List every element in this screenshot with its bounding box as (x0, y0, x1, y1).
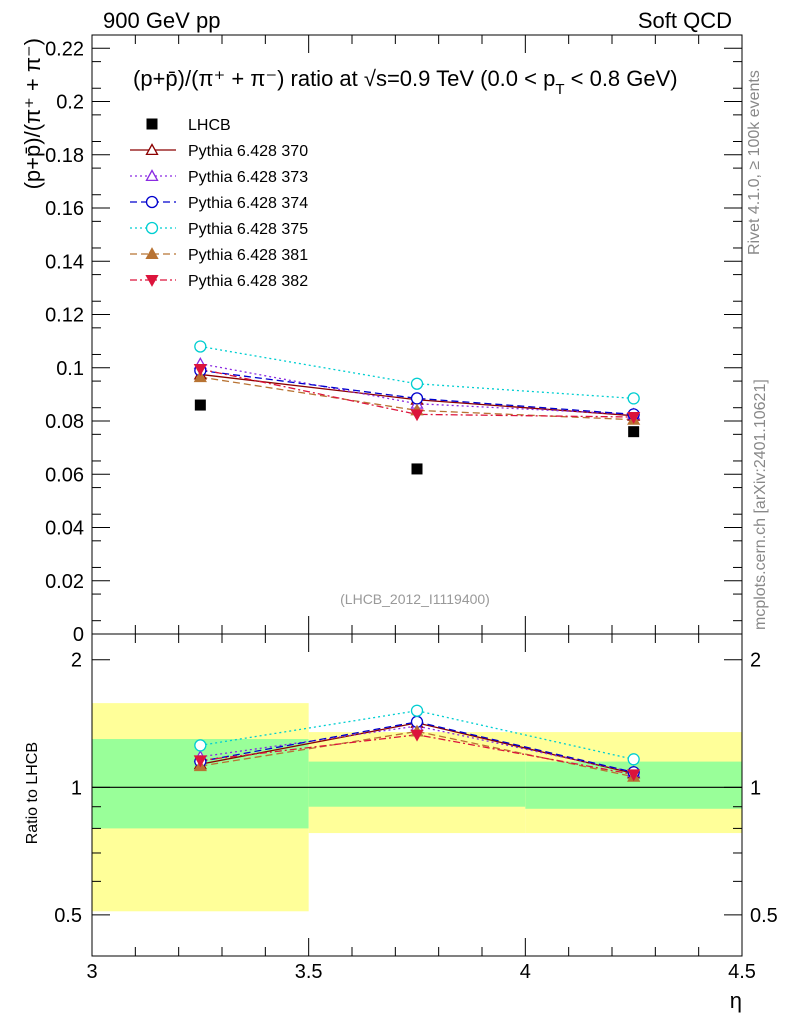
header-right: Soft QCD (638, 8, 732, 33)
main-series-marker (194, 340, 207, 353)
legend-marker (145, 195, 159, 209)
main-y-tick-label: 0.16 (45, 198, 84, 220)
ratio-plot-frame (91, 633, 743, 957)
legend-entry: Pythia 6.428 373 (188, 169, 308, 186)
analysis-id: (LHCB_2012_I1119400) (340, 591, 490, 607)
main-y-tick-label: 0.2 (56, 92, 84, 114)
legend: LHCB Pythia 6.428 370 Pythia 6.428 373 Pyth… (130, 117, 308, 290)
x-axis-label: η (730, 988, 742, 1013)
main-y-tick-label: 0.22 (45, 38, 84, 60)
legend-marker (145, 221, 159, 235)
header-left: 900 GeV pp (103, 8, 220, 33)
main-y-axis-label: (p+p̄)/(π⁺ + π⁻) (20, 38, 45, 189)
ratio-y-tick-label: 2 (71, 650, 82, 672)
ratio-series-marker (194, 739, 207, 752)
legend-marker (146, 118, 158, 130)
ratio-y-tick-label: 0.5 (54, 905, 82, 927)
legend-entry: Pythia 6.428 381 (188, 247, 308, 264)
ratio-series-marker (627, 753, 640, 766)
main-y-tick-label: 0 (73, 624, 84, 646)
legend-entry: Pythia 6.428 374 (188, 195, 308, 212)
main-y-tick-label: 0.06 (45, 464, 84, 486)
ratio-y-tick-label-right: 0.5 (750, 905, 778, 927)
ratio-series-marker (410, 729, 424, 742)
main-series-marker (627, 392, 640, 405)
ratio-axis-ticks: 0.5 0.5 1 1 2 2 (54, 634, 778, 956)
main-y-tick-label: 0.04 (45, 518, 84, 540)
ratio-series-line (200, 725, 634, 773)
main-series-marker (193, 364, 207, 376)
main-y-tick-label: 0.14 (45, 251, 84, 273)
x-tick-label: 4.5 (728, 961, 756, 983)
x-tick-label: 3.5 (295, 961, 323, 983)
ratio-y-tick-label-right: 2 (750, 650, 761, 672)
main-series-marker (410, 409, 424, 422)
main-y-tick-label: 0.08 (45, 411, 84, 433)
ratio-series-marker (410, 704, 424, 717)
main-markers (193, 340, 641, 475)
legend-marker (145, 169, 159, 182)
rivet-label: Rivet 4.1.0, ≥ 100k events (746, 70, 763, 255)
main-y-tick-label: 0.12 (45, 305, 84, 327)
main-panel: 0 0.02 0.04 0.06 0.08 0.1 0.12 0.14 0.16 0.18 0.2 0… (45, 34, 743, 646)
main-y-tick-label: 0.1 (56, 358, 84, 380)
ratio-series-line (200, 734, 634, 776)
legend-marker (145, 143, 159, 156)
ratio-uncertainty-bands (92, 703, 742, 912)
main-series-marker (410, 377, 424, 390)
data-point-marker (194, 399, 206, 411)
chart-title: (p+p̄)/(π⁺ + π⁻) ratio at √s=0.9 TeV (0.… (133, 66, 678, 98)
legend-entry: Pythia 6.428 375 (188, 221, 308, 238)
mcplots-label: mcplots.cern.ch [arXiv:2401.10621] (752, 379, 769, 630)
ratio-y-tick-label-right: 1 (750, 777, 761, 799)
ratio-y-axis-label: Ratio to LHCB (24, 742, 41, 844)
legend-marker (145, 274, 159, 287)
ratio-y-tick-label: 1 (71, 777, 82, 799)
ratio-panel: 0.5 0.5 1 1 2 2 (54, 633, 778, 957)
legend-marker (145, 247, 159, 260)
data-point-marker (411, 463, 423, 475)
legend-entry: Pythia 6.428 370 (188, 143, 308, 160)
main-series-marker (193, 370, 207, 383)
x-axis-tick-labels: 3 3.5 4 4.5 (86, 961, 755, 983)
main-y-tick-label: 0.02 (45, 571, 84, 593)
data-point-marker (628, 426, 640, 438)
x-tick-label: 4 (520, 961, 531, 983)
main-y-tick-label: 0.18 (45, 145, 84, 167)
main-series-marker (627, 411, 641, 424)
ratio-series-marker (193, 755, 207, 768)
ratio-series-marker (627, 769, 641, 782)
ratio-stat-uncertainty-band (308, 761, 526, 807)
x-tick-label: 3 (86, 961, 97, 983)
main-series-line (200, 345, 634, 400)
main-axis-ticks: 0 0.02 0.04 0.06 0.08 0.1 0.12 0.14 0.16 0.18 0.2 0… (45, 35, 743, 646)
legend-entry: Pythia 6.428 382 (188, 273, 308, 290)
main-series-line (200, 369, 634, 416)
main-series-marker (410, 392, 424, 405)
ratio-markers (193, 704, 641, 782)
legend-entry: LHCB (188, 117, 231, 134)
